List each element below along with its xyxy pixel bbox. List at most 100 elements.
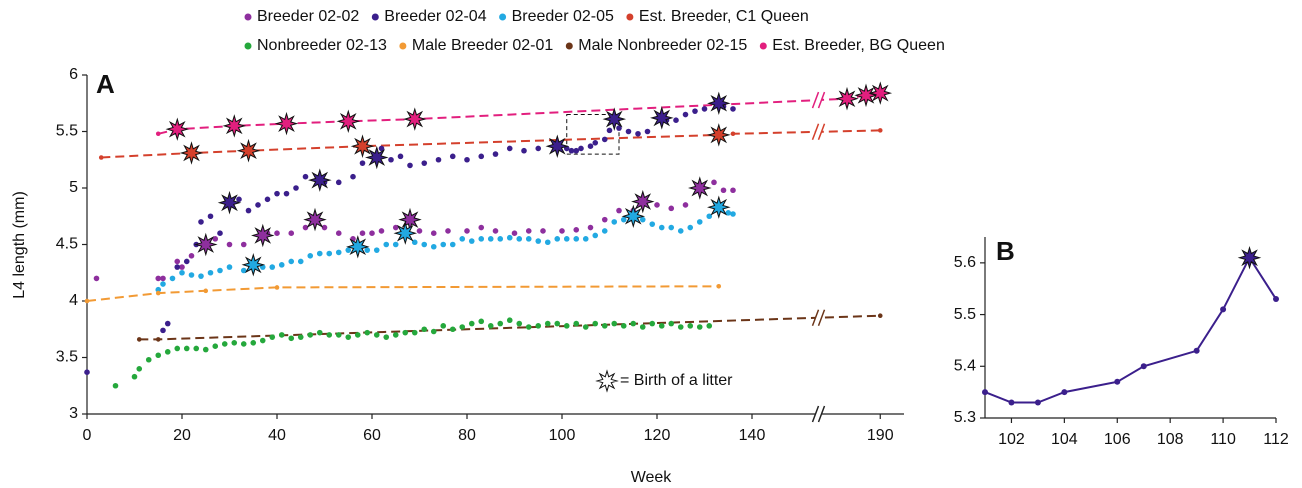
legend-marker (565, 42, 573, 50)
data-point (274, 285, 280, 290)
data-point (982, 389, 988, 396)
data-point (84, 369, 90, 375)
birth-star (545, 134, 570, 158)
data-point (563, 323, 570, 329)
x-axis-label: Week (631, 469, 673, 486)
data-point (449, 153, 456, 160)
data-point (445, 228, 451, 234)
data-point (573, 227, 580, 233)
data-point (188, 253, 195, 259)
annotation: = Birth of a litter (620, 372, 733, 389)
data-point (616, 125, 622, 131)
data-point (316, 250, 323, 257)
data-point (573, 320, 580, 327)
birth-star (602, 107, 627, 131)
data-point (730, 131, 736, 137)
data-point (478, 318, 485, 325)
axis-break (817, 405, 826, 423)
data-point (302, 224, 309, 231)
data-point (164, 320, 171, 327)
x-tick-label: 190 (867, 427, 894, 444)
data-point (620, 216, 627, 223)
data-point (316, 329, 323, 336)
y-tick-label: 5.6 (954, 254, 976, 271)
legend-label: Breeder 02-02 (257, 8, 359, 25)
y-tick-label: 3 (69, 405, 78, 422)
y-tick-label: 4 (69, 292, 78, 309)
legend-label: Nonbreeder 02-13 (257, 37, 387, 54)
axis-break-gap (815, 310, 822, 325)
data-point (435, 156, 442, 163)
y-tick-label: 5.5 (56, 123, 78, 140)
data-point (202, 346, 209, 353)
data-point (369, 230, 375, 236)
data-point (687, 323, 694, 329)
data-point (255, 202, 261, 208)
data-point (654, 202, 660, 208)
data-point (563, 236, 570, 242)
data-point (630, 320, 637, 327)
data-point (616, 207, 622, 214)
data-point (397, 153, 404, 160)
y-tick-label: 3.5 (56, 349, 78, 366)
birth-star (835, 86, 859, 111)
birth-star (346, 235, 370, 259)
legend-label: Est. Breeder, C1 Queen (639, 8, 809, 25)
legend-marker (371, 13, 379, 21)
data-point (392, 224, 399, 231)
data-point (269, 334, 276, 340)
data-point (582, 236, 589, 242)
data-point (207, 269, 214, 276)
birth-star (868, 81, 893, 105)
data-point (464, 156, 470, 163)
data-point (611, 320, 618, 327)
legend-label: Breeder 02-05 (512, 8, 614, 25)
data-point (274, 230, 280, 236)
data-point (706, 213, 713, 220)
birth-star (1237, 245, 1262, 270)
data-point (378, 145, 385, 152)
data-point (716, 284, 722, 289)
data-point (155, 131, 161, 137)
data-point (274, 190, 280, 197)
data-point (430, 328, 437, 335)
legend-label: Est. Breeder, BG Queen (772, 37, 945, 54)
data-point (421, 326, 428, 333)
legend-marker (759, 42, 767, 50)
data-point (392, 241, 399, 248)
data-point (644, 128, 651, 135)
birth-star (621, 204, 646, 229)
data-point (1193, 347, 1200, 354)
x-tick-label: 140 (739, 427, 766, 444)
data-point (449, 241, 456, 248)
data-point (321, 224, 328, 231)
data-point (169, 275, 176, 282)
data-point (93, 275, 100, 282)
data-point (98, 155, 104, 160)
birth-star (707, 123, 731, 147)
birth-star (217, 190, 242, 215)
data-point (468, 320, 475, 327)
birth-star (308, 168, 332, 192)
data-point (578, 145, 584, 152)
birth-star (854, 83, 878, 108)
data-point (468, 238, 475, 244)
data-point (350, 173, 356, 180)
data-point (193, 345, 200, 352)
data-point (278, 332, 285, 338)
data-point (430, 243, 437, 250)
data-point (601, 216, 608, 223)
y-tick-label: 4.5 (56, 236, 78, 253)
data-point (160, 275, 166, 282)
data-point (497, 320, 504, 327)
birth-star (194, 232, 218, 257)
birth-star (650, 106, 674, 130)
birth-star (236, 138, 261, 163)
x-tick-label: 112 (1263, 431, 1289, 448)
birth-star (398, 207, 422, 232)
data-point (568, 147, 575, 154)
data-point (345, 247, 352, 253)
panel-label: B (996, 236, 1015, 266)
data-point (155, 337, 161, 342)
